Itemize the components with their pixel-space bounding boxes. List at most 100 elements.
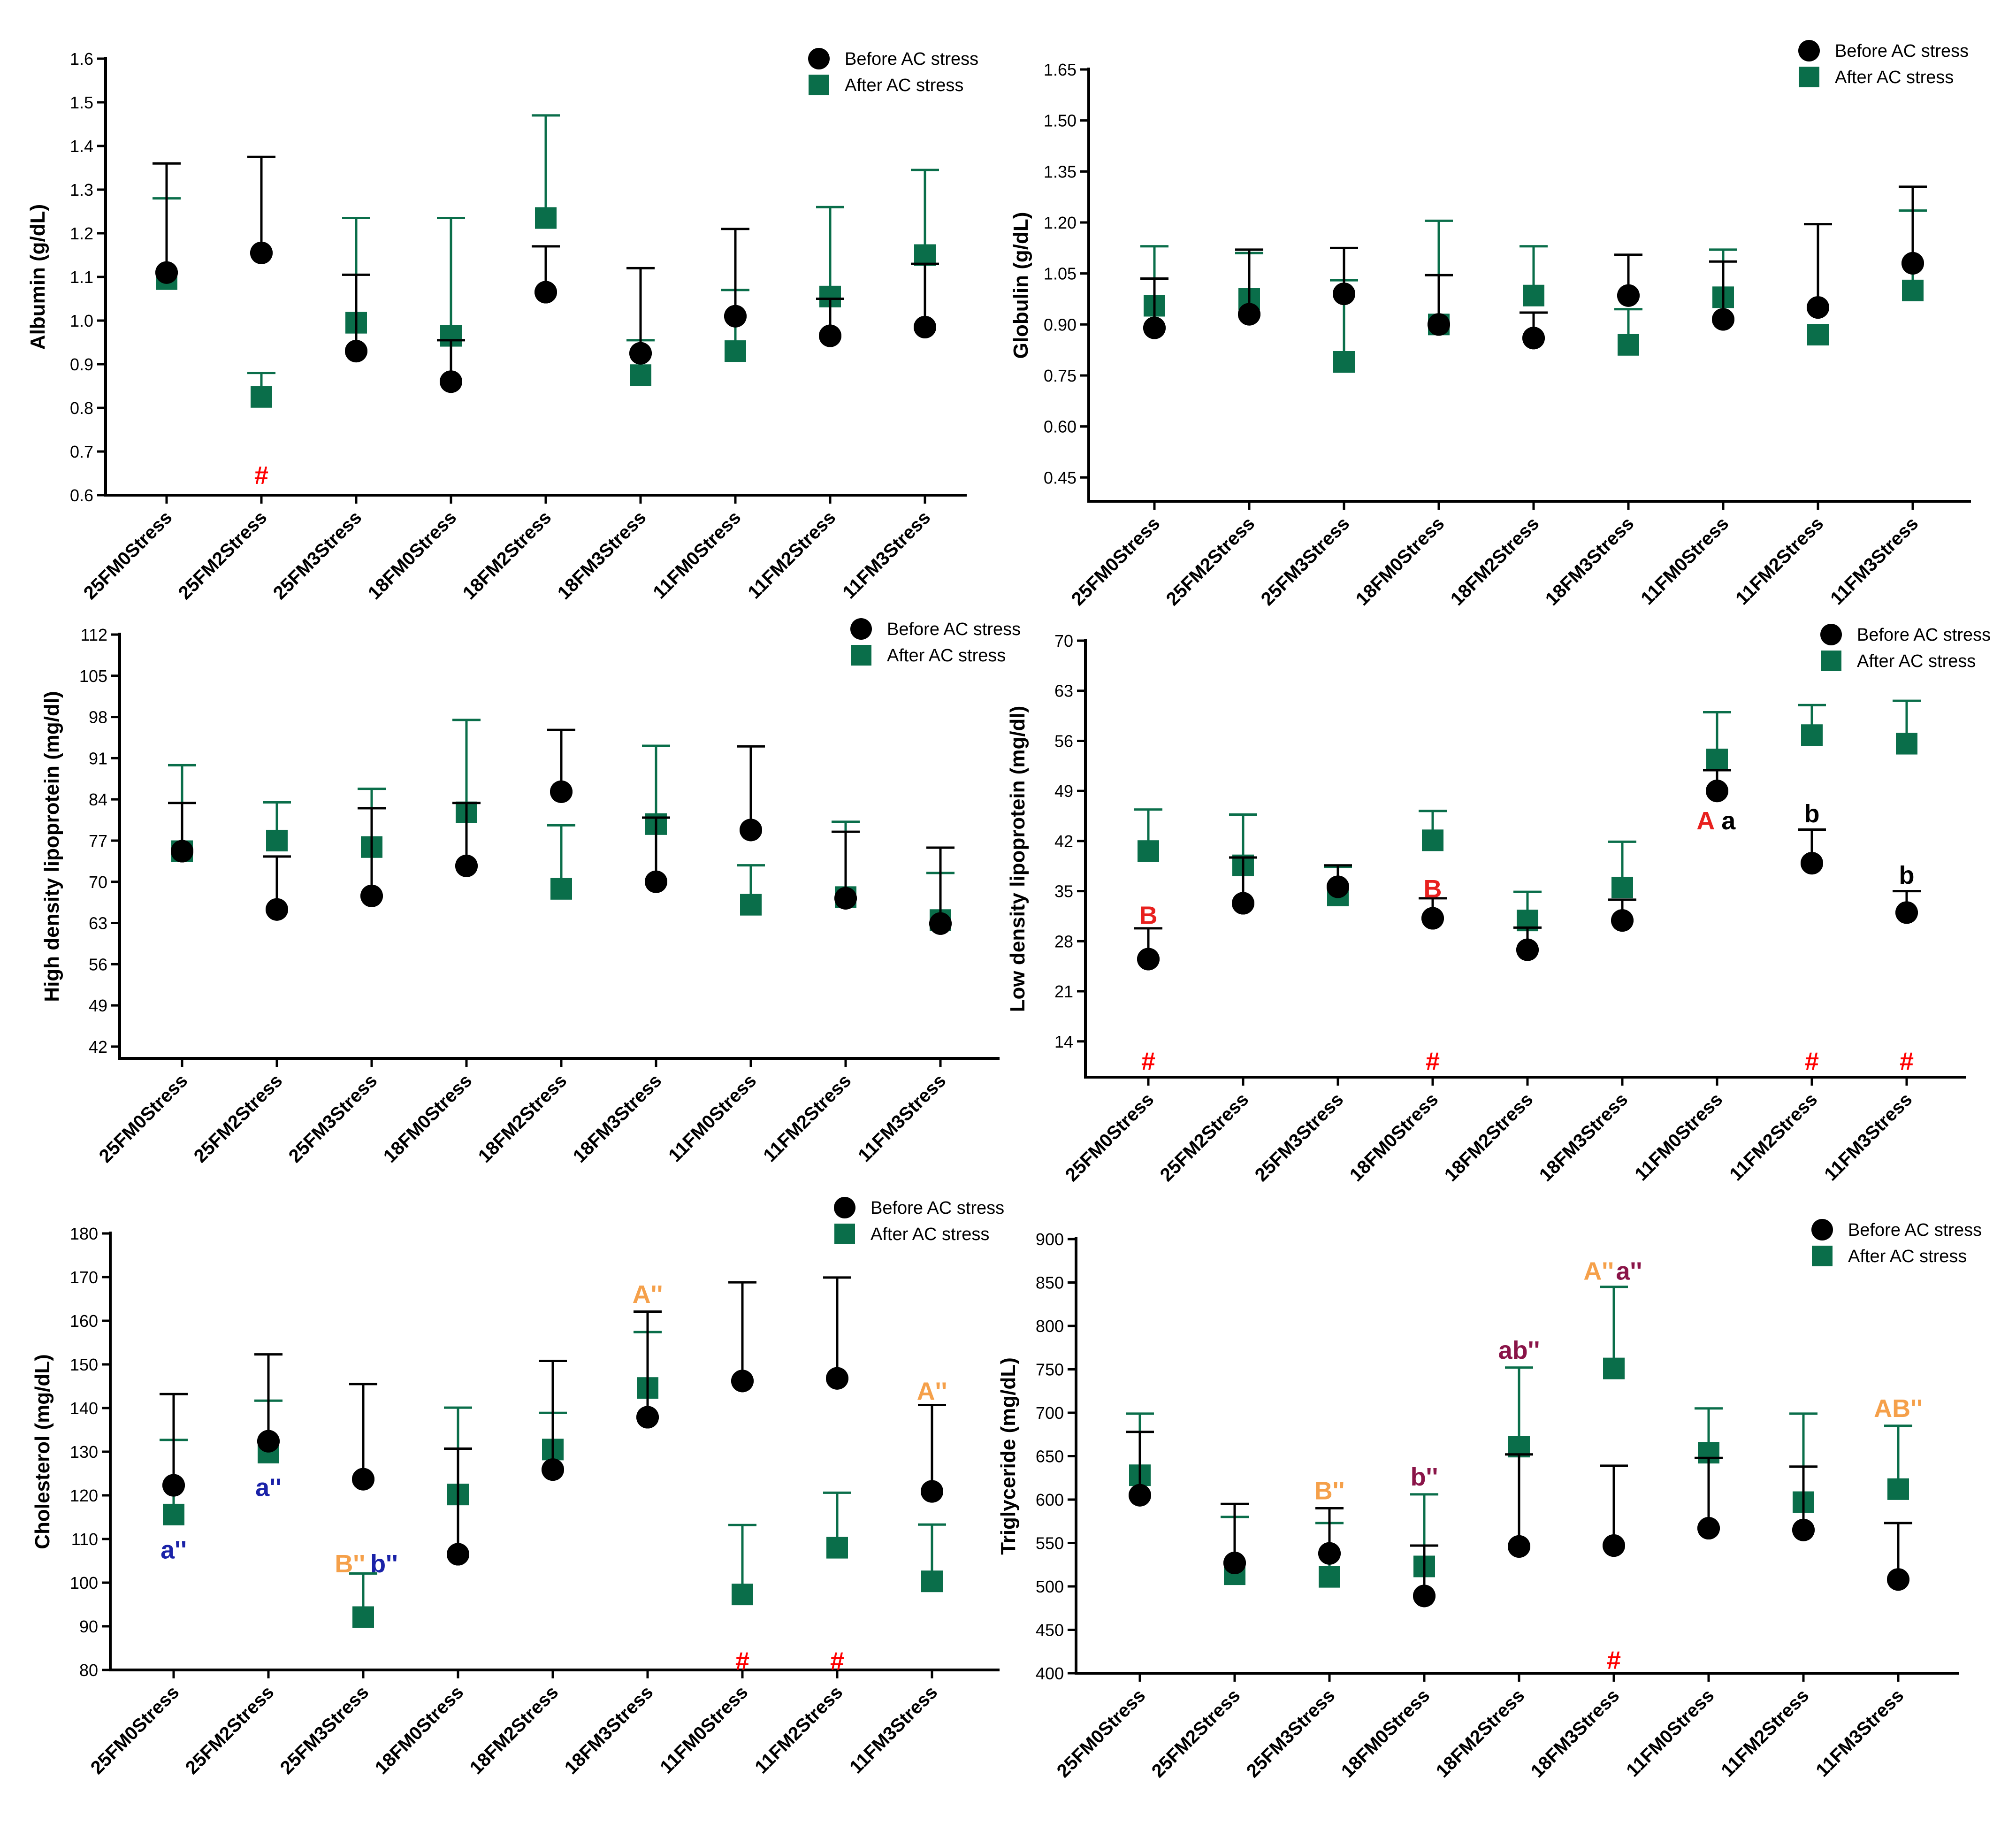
y-tick-label: 63 <box>1054 681 1073 701</box>
y-tick-label: 35 <box>1054 882 1073 901</box>
significance-label: b'' <box>1411 1463 1438 1491</box>
legend-marker-after <box>1821 651 1841 671</box>
x-tick-label: 18FM2Stress <box>1447 513 1543 610</box>
point-before <box>266 898 288 921</box>
x-tick-label: 25FM0Stress <box>80 507 176 604</box>
x-tick-label: 11FM3Stress <box>1812 1685 1908 1781</box>
point-after <box>163 1503 184 1525</box>
legend-label-before: Before AC stress <box>1848 1220 1982 1240</box>
y-tick-label: 1.0 <box>70 311 93 330</box>
chart-albumin: 0.6 0.7 0.8 0.9 1.0 1.1 1.2 1.3 1.4 1.5 1.6 Albumin… <box>26 48 978 604</box>
y-tick-label: 1.20 <box>1044 213 1077 232</box>
y-tick-label: 80 <box>79 1661 98 1680</box>
legend-label-before: Before AC stress <box>871 1198 1004 1218</box>
significance-label: A'' <box>917 1378 947 1406</box>
legend-label-after: After AC stress <box>1835 68 1954 87</box>
y-axis-label: Albumin (g/dL) <box>26 204 49 350</box>
significance-label: A <box>1696 807 1715 835</box>
point-before <box>440 370 462 393</box>
y-tick-label: 56 <box>89 955 107 974</box>
x-tick-label: 25FM2Stress <box>1156 1089 1253 1186</box>
point-after <box>826 1537 848 1559</box>
point-before <box>352 1468 374 1491</box>
legend-marker-before <box>808 48 830 69</box>
legend-label-before: Before AC stress <box>887 620 1021 639</box>
x-tick-label: 18FM2Stress <box>1441 1089 1537 1186</box>
chart-ldl: 14 21 28 35 42 49 56 63 70 Low density lipoprotei… <box>1006 624 1991 1186</box>
point-before <box>1318 1542 1341 1565</box>
y-tick-label: 500 <box>1036 1577 1064 1596</box>
y-tick-label: 63 <box>89 914 107 933</box>
x-tick-label: 25FM3Stress <box>285 1070 382 1167</box>
x-tick-label: 25FM0Stress <box>95 1070 192 1167</box>
point-after <box>725 340 746 362</box>
x-tick-label: 11FM2Stress <box>751 1682 847 1777</box>
point-after <box>1611 876 1633 898</box>
x-tick-label: 18FM2Stress <box>466 1682 563 1778</box>
point-before <box>1232 892 1254 915</box>
y-tick-label: 600 <box>1036 1490 1064 1509</box>
point-before <box>724 305 747 328</box>
point-before <box>1327 875 1349 898</box>
point-before <box>250 241 273 264</box>
significance-label: a'' <box>1616 1257 1642 1285</box>
x-tick-label: 11FM0Stress <box>1622 1685 1718 1781</box>
x-tick-label: 11FM3Stress <box>854 1070 950 1166</box>
point-after <box>1896 733 1917 755</box>
point-after <box>550 878 572 900</box>
y-tick-label: 98 <box>89 708 107 727</box>
point-before <box>629 342 652 365</box>
significance-label: # <box>1607 1646 1621 1674</box>
x-tick-label: 18FM3Stress <box>554 507 650 604</box>
y-axis-label: Low density lipoprotein (mg/dl) <box>1006 706 1029 1012</box>
y-tick-label: 0.7 <box>70 442 93 461</box>
significance-label: b <box>1899 861 1915 889</box>
point-after <box>1887 1478 1909 1500</box>
point-before <box>1807 296 1829 319</box>
y-tick-label: 0.75 <box>1044 366 1077 385</box>
point-before <box>645 870 667 893</box>
x-tick-label: 18FM0Stress <box>1352 513 1449 610</box>
y-tick-label: 1.5 <box>70 93 93 112</box>
x-tick-label: 11FM2Stress <box>759 1070 855 1166</box>
legend-label-after: After AC stress <box>1848 1247 1967 1266</box>
chart-hdl: 42 49 56 63 70 77 84 91 98 105 112 High density lip… <box>40 618 1021 1167</box>
x-tick-label: 18FM3Stress <box>1542 513 1638 610</box>
point-after <box>1422 829 1443 851</box>
x-tick-label: 25FM3Stress <box>1251 1089 1348 1186</box>
point-after <box>740 894 762 916</box>
x-tick-label: 25FM0Stress <box>87 1682 183 1778</box>
y-tick-label: 1.6 <box>70 49 93 69</box>
significance-label: A'' <box>633 1280 663 1309</box>
y-tick-label: 49 <box>1054 781 1073 801</box>
significance-label: # <box>254 461 268 490</box>
x-tick-label: 11FM0Stress <box>656 1682 752 1777</box>
legend-label-before: Before AC stress <box>845 49 978 69</box>
point-before <box>1428 313 1450 336</box>
x-tick-label: 11FM0Stress <box>1637 513 1733 609</box>
x-tick-label: 11FM2Stress <box>744 507 840 603</box>
x-tick-label: 18FM2Stress <box>474 1070 571 1167</box>
point-after <box>1523 284 1544 306</box>
point-after <box>1138 840 1159 862</box>
significance-label: a'' <box>160 1536 187 1564</box>
point-before <box>542 1458 564 1481</box>
y-tick-label: 42 <box>89 1037 107 1057</box>
point-after <box>535 207 557 229</box>
y-tick-label: 77 <box>89 831 107 850</box>
point-before <box>740 819 762 842</box>
significance-label: B'' <box>1314 1477 1345 1505</box>
x-tick-label: 18FM2Stress <box>1432 1685 1529 1782</box>
y-axis-label: Triglyceride (mg/dL) <box>997 1357 1020 1555</box>
point-before <box>360 884 383 907</box>
y-tick-label: 450 <box>1036 1621 1064 1640</box>
legend-marker-before <box>834 1197 855 1218</box>
y-tick-label: 400 <box>1036 1664 1064 1683</box>
y-tick-label: 110 <box>71 1530 98 1549</box>
y-tick-label: 70 <box>1054 631 1073 651</box>
point-before <box>834 887 857 910</box>
legend-label-after: After AC stress <box>1857 651 1976 671</box>
y-tick-label: 1.3 <box>70 180 93 199</box>
y-tick-label: 21 <box>1054 982 1073 1001</box>
